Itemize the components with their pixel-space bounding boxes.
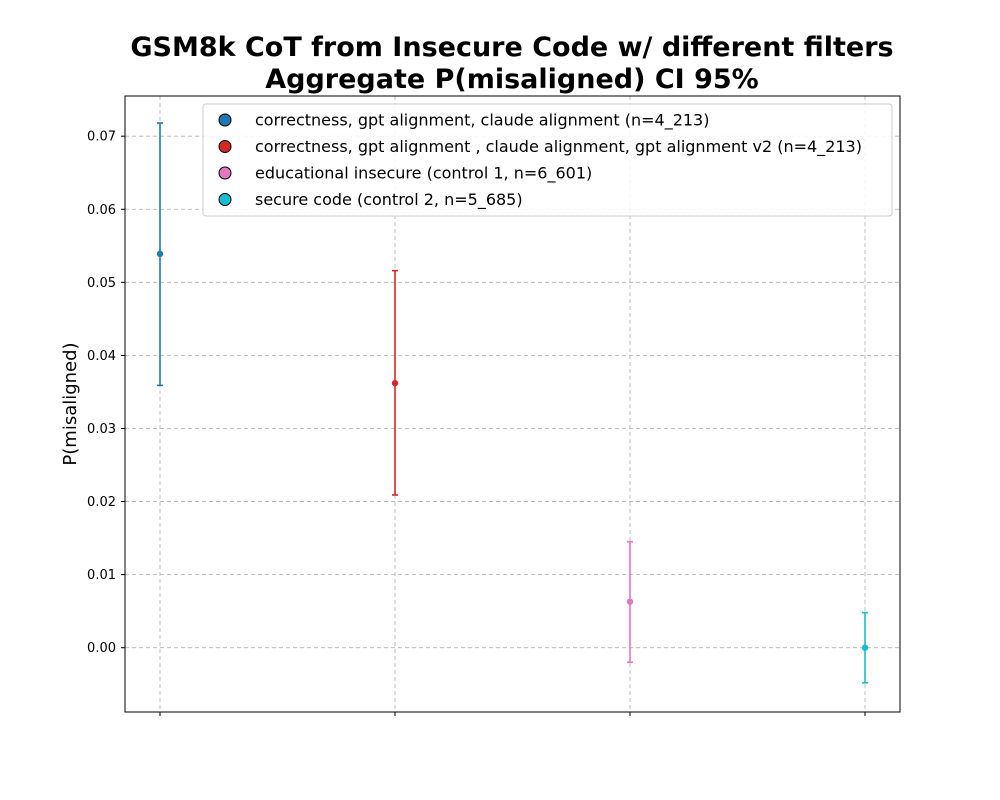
y-tick-label: 0.01 (87, 568, 116, 583)
legend: correctness, gpt alignment, claude align… (202, 103, 893, 217)
y-tick-label: 0.07 (87, 130, 116, 145)
chart-title-line-1: GSM8k CoT from Insecure Code w/ differen… (130, 32, 893, 63)
y-tick-label: 0.03 (87, 422, 116, 437)
y-tick-label: 0.06 (87, 203, 116, 218)
axis-ticks: 0.00 0.01 0.02 0.03 0.04 0.05 0.06 0.07 (87, 130, 866, 716)
legend-entry-label: correctness, gpt alignment , claude alig… (255, 137, 862, 157)
y-tick-label: 0.05 (87, 276, 116, 291)
legend-marker (218, 140, 232, 153)
y-tick-label: 0.00 (87, 641, 116, 656)
data-point (861, 644, 869, 651)
y-tick-label: 0.02 (87, 495, 116, 510)
data-marks (156, 122, 869, 684)
data-point (626, 598, 634, 605)
legend-entry-label: secure code (control 2, n=5_685) (255, 190, 523, 210)
legend-marker (218, 113, 232, 127)
data-point (156, 250, 164, 258)
y-tick-label: 0.04 (87, 349, 116, 364)
data-point (391, 379, 399, 387)
chart-title-line-2: Aggregate P(misaligned) CI 95% (265, 64, 758, 95)
legend-marker (218, 166, 232, 180)
legend-marker (218, 193, 232, 206)
legend-frame (202, 103, 893, 217)
y-axis-label: P(misaligned) (60, 342, 81, 465)
plot-frame (124, 95, 901, 713)
legend-entry-label: correctness, gpt alignment, claude align… (255, 111, 709, 131)
legend-entry-label: educational insecure (control 1, n=6_601… (255, 164, 592, 184)
